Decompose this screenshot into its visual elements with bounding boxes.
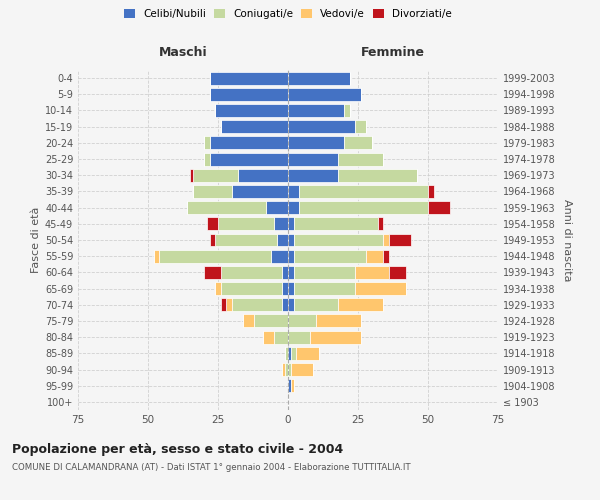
Bar bbox=[187, 201, 266, 214]
Bar bbox=[389, 234, 411, 246]
Bar bbox=[344, 104, 350, 117]
Bar bbox=[288, 88, 361, 101]
Bar bbox=[291, 379, 293, 392]
Bar bbox=[299, 201, 428, 214]
Bar bbox=[218, 218, 274, 230]
Bar bbox=[296, 347, 319, 360]
Bar bbox=[310, 330, 361, 344]
Bar bbox=[288, 152, 338, 166]
Bar bbox=[288, 363, 291, 376]
Bar bbox=[338, 298, 383, 311]
Bar bbox=[288, 298, 293, 311]
Bar bbox=[215, 282, 221, 295]
Bar bbox=[243, 314, 254, 328]
Bar bbox=[288, 282, 293, 295]
Text: Maschi: Maschi bbox=[158, 46, 208, 59]
Bar bbox=[288, 314, 316, 328]
Y-axis label: Anni di nascita: Anni di nascita bbox=[562, 198, 572, 281]
Bar bbox=[232, 298, 283, 311]
Bar bbox=[299, 185, 428, 198]
Bar bbox=[285, 363, 288, 376]
Bar bbox=[190, 169, 193, 181]
Bar bbox=[271, 250, 288, 262]
Bar bbox=[283, 298, 288, 311]
Bar bbox=[355, 120, 367, 133]
Bar bbox=[383, 234, 389, 246]
Bar bbox=[293, 218, 377, 230]
Bar bbox=[283, 282, 288, 295]
Bar bbox=[293, 266, 355, 279]
Bar bbox=[285, 347, 288, 360]
Text: Popolazione per età, sesso e stato civile - 2004: Popolazione per età, sesso e stato civil… bbox=[12, 442, 343, 456]
Bar bbox=[288, 347, 291, 360]
Bar bbox=[316, 314, 361, 328]
Bar bbox=[377, 218, 383, 230]
Bar bbox=[288, 218, 293, 230]
Bar bbox=[293, 282, 355, 295]
Bar bbox=[283, 266, 288, 279]
Bar bbox=[159, 250, 271, 262]
Bar bbox=[209, 88, 288, 101]
Bar bbox=[288, 185, 299, 198]
Bar bbox=[383, 250, 389, 262]
Legend: Celibi/Nubili, Coniugati/e, Vedovi/e, Divorziati/e: Celibi/Nubili, Coniugati/e, Vedovi/e, Di… bbox=[120, 5, 456, 24]
Bar bbox=[288, 234, 293, 246]
Bar bbox=[221, 266, 283, 279]
Bar bbox=[209, 72, 288, 85]
Bar bbox=[428, 185, 434, 198]
Bar bbox=[389, 266, 406, 279]
Bar bbox=[288, 120, 355, 133]
Bar bbox=[209, 234, 215, 246]
Bar bbox=[274, 218, 288, 230]
Bar bbox=[428, 201, 451, 214]
Text: Femmine: Femmine bbox=[361, 46, 425, 59]
Bar bbox=[232, 185, 288, 198]
Bar bbox=[291, 363, 313, 376]
Bar bbox=[263, 330, 274, 344]
Bar bbox=[293, 298, 338, 311]
Bar bbox=[221, 282, 283, 295]
Text: COMUNE DI CALAMANDRANA (AT) - Dati ISTAT 1° gennaio 2004 - Elaborazione TUTTITAL: COMUNE DI CALAMANDRANA (AT) - Dati ISTAT… bbox=[12, 462, 410, 471]
Bar bbox=[204, 152, 209, 166]
Bar bbox=[204, 136, 209, 149]
Bar bbox=[288, 136, 344, 149]
Bar bbox=[288, 104, 344, 117]
Bar bbox=[367, 250, 383, 262]
Bar bbox=[221, 298, 226, 311]
Bar bbox=[355, 266, 389, 279]
Bar bbox=[288, 72, 350, 85]
Bar bbox=[209, 152, 288, 166]
Bar bbox=[221, 120, 288, 133]
Bar bbox=[288, 250, 293, 262]
Bar bbox=[291, 347, 296, 360]
Bar bbox=[193, 185, 232, 198]
Bar bbox=[238, 169, 288, 181]
Bar bbox=[338, 152, 383, 166]
Bar bbox=[226, 298, 232, 311]
Bar bbox=[266, 201, 288, 214]
Bar bbox=[293, 234, 383, 246]
Bar bbox=[288, 266, 293, 279]
Bar bbox=[288, 201, 299, 214]
Bar bbox=[274, 330, 288, 344]
Bar bbox=[283, 363, 285, 376]
Bar bbox=[215, 234, 277, 246]
Bar bbox=[293, 250, 367, 262]
Bar bbox=[204, 266, 221, 279]
Bar bbox=[207, 218, 218, 230]
Y-axis label: Fasce di età: Fasce di età bbox=[31, 207, 41, 273]
Bar bbox=[154, 250, 159, 262]
Bar bbox=[288, 379, 291, 392]
Bar bbox=[254, 314, 288, 328]
Bar bbox=[193, 169, 238, 181]
Bar bbox=[209, 136, 288, 149]
Bar bbox=[277, 234, 288, 246]
Bar bbox=[215, 104, 288, 117]
Bar bbox=[344, 136, 372, 149]
Bar bbox=[355, 282, 406, 295]
Bar bbox=[338, 169, 417, 181]
Bar bbox=[288, 169, 338, 181]
Bar bbox=[288, 330, 310, 344]
